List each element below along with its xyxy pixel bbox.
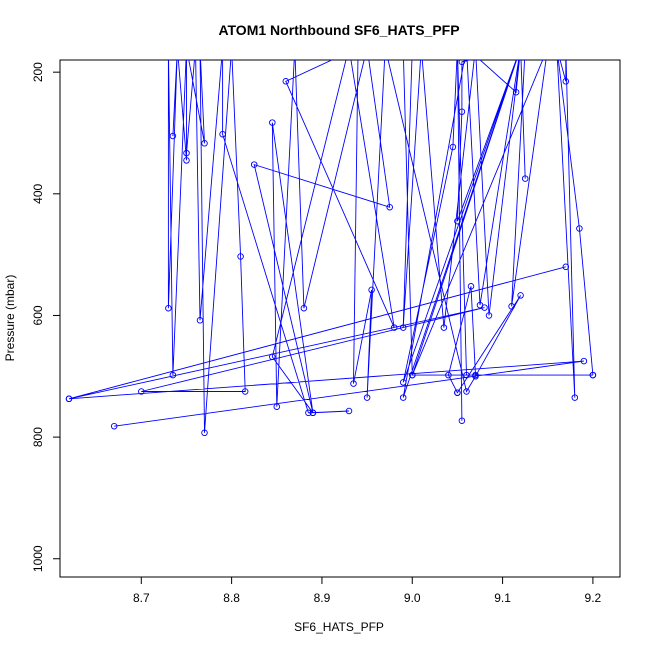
data-point: [445, 371, 452, 379]
data-point: [309, 409, 317, 417]
data-point: [65, 395, 73, 403]
data-point: [562, 263, 570, 271]
series-layer: [65, 60, 597, 437]
data-point: [237, 253, 244, 260]
y-tick-label: 600: [31, 305, 45, 325]
data-point: [201, 429, 208, 437]
data-point: [571, 394, 579, 401]
y-tick-label: 1000: [31, 545, 45, 572]
data-point: [138, 388, 145, 395]
data-point: [183, 149, 190, 157]
data-point: [273, 403, 281, 410]
data-point: [169, 371, 177, 379]
data-point: [409, 371, 416, 379]
data-point: [458, 108, 466, 115]
series-line: [68, 60, 594, 433]
data-point: [305, 409, 312, 417]
chart-title: ATOM1 Northbound SF6_HATS_PFP: [218, 22, 459, 38]
plot-frame: [59, 59, 621, 578]
x-axis-label: SF6_HATS_PFP: [294, 620, 384, 634]
data-point: [485, 312, 493, 319]
data-point: [241, 388, 249, 395]
data-point: [386, 203, 393, 211]
data-point: [449, 143, 457, 151]
data-point: [183, 157, 190, 164]
x-tick-label: 9.0: [404, 591, 421, 605]
data-point: [110, 422, 118, 430]
data-point: [269, 119, 276, 126]
data-point: [201, 140, 208, 147]
data-point: [399, 394, 407, 401]
data-point: [165, 304, 172, 312]
data-point: [463, 388, 470, 395]
y-tick-label: 800: [31, 427, 45, 447]
data-point: [458, 417, 466, 424]
y-tick-label: 200: [31, 62, 45, 82]
data-point: [282, 78, 290, 85]
data-point: [517, 292, 524, 299]
data-point: [512, 88, 520, 96]
data-point: [390, 324, 398, 331]
data-point: [440, 324, 448, 331]
x-tick-label: 9.1: [494, 591, 511, 605]
data-point: [363, 394, 371, 401]
data-point: [467, 283, 475, 290]
data-point: [580, 357, 588, 365]
x-tick-label: 8.9: [314, 591, 331, 605]
data-point: [269, 353, 276, 361]
data-point: [508, 303, 515, 310]
data-point: [196, 317, 204, 324]
data-point: [250, 161, 258, 168]
y-axis: 200 400 600 800 1000: [31, 62, 61, 572]
data-point: [399, 324, 407, 331]
data-point: [219, 130, 226, 138]
data-point: [368, 286, 375, 294]
data-point: [472, 371, 479, 379]
data-point: [589, 371, 597, 379]
x-tick-label: 9.2: [585, 591, 602, 605]
data-point: [454, 217, 461, 225]
data-point: [345, 407, 353, 415]
data-point: [300, 304, 308, 312]
data-point: [350, 380, 357, 387]
data-point: [454, 389, 461, 396]
x-tick-label: 8.8: [223, 591, 240, 605]
data-point: [169, 132, 177, 140]
data-point: [521, 175, 529, 182]
data-point: [458, 60, 466, 66]
data-point: [476, 301, 484, 309]
x-axis: 8.7 8.8 8.9 9.0 9.1 9.2: [133, 576, 602, 605]
data-point: [562, 78, 570, 85]
y-tick-label: 400: [31, 183, 45, 203]
x-tick-label: 8.7: [133, 591, 150, 605]
y-axis-label: Pressure (mbar): [3, 275, 17, 362]
data-point: [399, 379, 407, 386]
data-point: [463, 371, 470, 379]
data-point: [576, 225, 583, 232]
